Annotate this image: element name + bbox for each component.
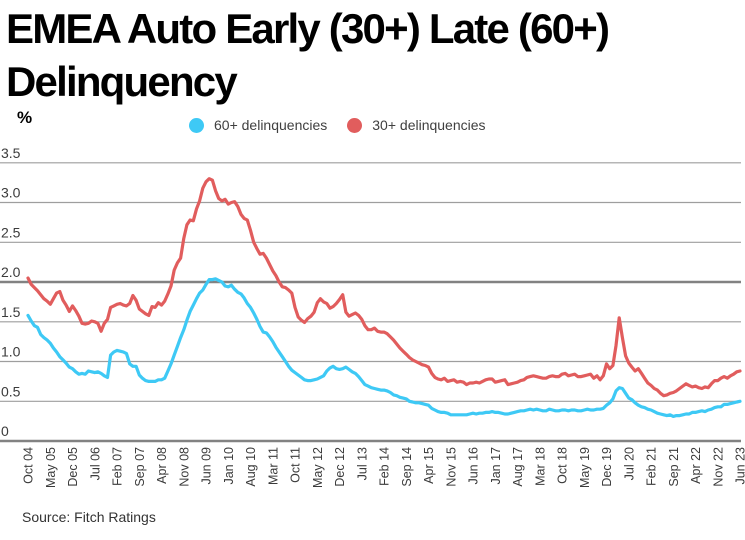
y-axis-label-3.0: 3.0 bbox=[1, 185, 21, 201]
legend-label-60plus: 60+ delinquencies bbox=[214, 117, 328, 133]
x-axis-label-Jun-23: Jun 23 bbox=[734, 447, 745, 485]
x-axis-label-Sep-07: Sep 07 bbox=[133, 447, 147, 487]
series-line-30plus bbox=[26, 177, 742, 398]
x-axis-label-Feb-14: Feb 14 bbox=[378, 447, 392, 486]
x-axis-label-Oct-11: Oct 11 bbox=[289, 447, 303, 483]
x-axis-label-Jun-16: Jun 16 bbox=[467, 447, 481, 485]
legend-item-30plus: 30+ delinquencies bbox=[347, 117, 486, 133]
legend-label-30plus: 30+ delinquencies bbox=[372, 117, 486, 133]
x-axis-label-Apr-15: Apr 15 bbox=[422, 447, 436, 484]
x-axis-label-Aug-10: Aug 10 bbox=[244, 447, 258, 487]
x-axis-label-Mar-11: Mar 11 bbox=[266, 447, 280, 485]
x-axis-label-Jan-17: Jan 17 bbox=[489, 447, 503, 485]
x-axis-label-Aug-17: Aug 17 bbox=[511, 447, 525, 487]
x-axis-label-Apr-22: Apr 22 bbox=[689, 447, 703, 484]
x-axis-label-Jan-10: Jan 10 bbox=[222, 447, 236, 485]
x-axis-label-May-12: May 12 bbox=[311, 447, 325, 488]
x-axis-label-Jun-09: Jun 09 bbox=[200, 447, 214, 485]
legend-dot-30plus-icon bbox=[347, 117, 363, 133]
x-axis-label-Nov-08: Nov 08 bbox=[177, 447, 191, 487]
y-axis-label-0.5: 0.5 bbox=[1, 383, 21, 399]
x-axis-label-Dec-05: Dec 05 bbox=[66, 447, 80, 487]
legend-dot-60plus-icon bbox=[189, 117, 204, 133]
x-axis-label-Dec-19: Dec 19 bbox=[600, 447, 614, 487]
x-axis-label-Dec-12: Dec 12 bbox=[333, 447, 347, 487]
x-axis-label-Oct-18: Oct 18 bbox=[556, 447, 570, 484]
series-line-60plus bbox=[26, 277, 742, 418]
chart-title: EMEA Auto Early (30+) Late (60+) Delinqu… bbox=[6, 5, 610, 105]
chart-legend: 60+ delinquencies 30+ delinquencies bbox=[189, 117, 486, 133]
x-axis-label-Mar-18: Mar 18 bbox=[533, 447, 547, 486]
x-axis-label-Jul-13: Jul 13 bbox=[355, 447, 369, 480]
x-axis-label-Jul-06: Jul 06 bbox=[88, 447, 102, 480]
x-axis-label-Sep-21: Sep 21 bbox=[667, 447, 681, 487]
x-axis-label-Nov-15: Nov 15 bbox=[444, 447, 458, 487]
x-axis-label-Feb-21: Feb 21 bbox=[645, 447, 659, 486]
x-axis-label-May-19: May 19 bbox=[578, 447, 592, 488]
y-axis-unit-label: % bbox=[17, 108, 33, 127]
source-note: Source: Fitch Ratings bbox=[22, 509, 156, 525]
x-axis-label-May-05: May 05 bbox=[44, 447, 58, 488]
y-axis-label-3.5: 3.5 bbox=[1, 145, 21, 161]
x-axis-label-Feb-07: Feb 07 bbox=[111, 447, 125, 486]
x-axis-label-Sep-14: Sep 14 bbox=[400, 447, 414, 487]
x-axis-label-Nov-22: Nov 22 bbox=[711, 447, 725, 487]
y-axis-label-0: 0 bbox=[1, 423, 9, 439]
y-axis-label-1.5: 1.5 bbox=[1, 304, 21, 320]
y-axis-label-2.5: 2.5 bbox=[1, 224, 21, 240]
y-axis-label-1.0: 1.0 bbox=[1, 344, 21, 360]
y-axis-label-2.0: 2.0 bbox=[1, 264, 21, 280]
x-axis-label-Jul-20: Jul 20 bbox=[622, 447, 636, 480]
legend-item-60plus: 60+ delinquencies bbox=[189, 117, 327, 133]
x-axis-label-Oct-04: Oct 04 bbox=[22, 447, 36, 484]
x-axis-label-Apr-08: Apr 08 bbox=[155, 447, 169, 484]
